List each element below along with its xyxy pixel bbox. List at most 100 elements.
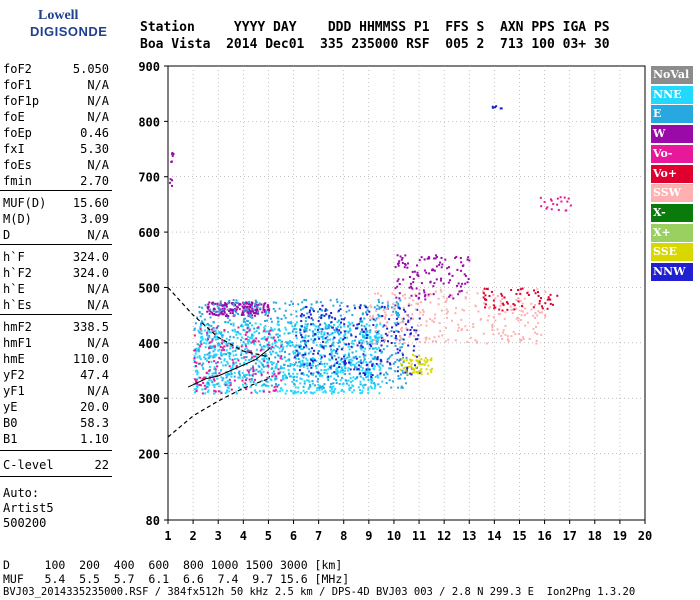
echo-point bbox=[232, 314, 235, 317]
echo-point bbox=[245, 388, 248, 391]
echo-point bbox=[380, 351, 383, 354]
echo-point bbox=[465, 291, 468, 294]
echo-point bbox=[515, 307, 518, 310]
echo-point bbox=[368, 315, 371, 318]
echo-point bbox=[315, 325, 318, 328]
echo-point bbox=[366, 309, 369, 312]
echo-point bbox=[213, 345, 216, 348]
echo-point bbox=[262, 390, 265, 393]
echo-point bbox=[444, 340, 447, 343]
echo-point bbox=[401, 353, 404, 356]
echo-point bbox=[255, 310, 258, 313]
echo-point bbox=[232, 336, 235, 339]
echo-point bbox=[289, 389, 292, 392]
echo-point bbox=[207, 303, 210, 306]
echo-point bbox=[315, 367, 318, 370]
echo-point bbox=[394, 304, 397, 307]
echo-point bbox=[332, 385, 335, 388]
echo-point bbox=[201, 312, 204, 315]
echo-point bbox=[259, 371, 262, 374]
echo-point bbox=[504, 311, 507, 314]
echo-point bbox=[290, 300, 293, 303]
echo-point bbox=[194, 322, 197, 325]
echo-point bbox=[231, 312, 234, 315]
echo-point bbox=[483, 287, 486, 290]
echo-point bbox=[310, 317, 313, 320]
echo-point bbox=[420, 373, 423, 376]
echo-point bbox=[315, 344, 318, 347]
echo-point bbox=[519, 338, 522, 341]
echo-point bbox=[259, 323, 262, 326]
echo-point bbox=[261, 358, 264, 361]
echo-point bbox=[212, 303, 215, 306]
echo-point bbox=[314, 365, 317, 368]
echo-point bbox=[301, 364, 304, 367]
echo-point bbox=[310, 306, 313, 309]
echo-point bbox=[361, 367, 364, 370]
echo-point bbox=[232, 354, 235, 357]
echo-point bbox=[318, 337, 321, 340]
echo-point bbox=[370, 345, 373, 348]
echo-point bbox=[198, 347, 201, 350]
echo-point bbox=[195, 381, 198, 384]
echo-point bbox=[425, 271, 428, 274]
echo-point bbox=[468, 259, 471, 262]
echo-point bbox=[496, 295, 499, 298]
echo-point bbox=[308, 309, 311, 312]
echo-point bbox=[220, 349, 223, 352]
echo-point bbox=[359, 360, 362, 363]
echo-point bbox=[388, 367, 391, 370]
echo-point bbox=[201, 335, 204, 338]
echo-point bbox=[420, 301, 423, 304]
echo-point bbox=[332, 382, 335, 385]
echo-point bbox=[552, 202, 555, 205]
echo-point bbox=[425, 368, 428, 371]
echo-point bbox=[503, 296, 506, 299]
plot-frame bbox=[167, 65, 646, 521]
echo-point bbox=[399, 368, 402, 371]
echo-point bbox=[267, 384, 270, 387]
echo-point bbox=[274, 344, 277, 347]
echo-point bbox=[375, 332, 378, 335]
echo-point bbox=[288, 332, 291, 335]
echo-point bbox=[437, 335, 440, 338]
echo-point bbox=[336, 352, 339, 355]
echo-point bbox=[310, 392, 313, 395]
echo-point bbox=[349, 386, 352, 389]
echo-point bbox=[381, 364, 384, 367]
echo-point bbox=[319, 357, 322, 360]
echo-point bbox=[446, 316, 449, 319]
echo-point bbox=[428, 272, 431, 275]
echo-point bbox=[221, 342, 224, 345]
echo-point bbox=[371, 379, 374, 382]
echo-point bbox=[379, 321, 382, 324]
echo-point bbox=[208, 383, 211, 386]
echo-point bbox=[313, 338, 316, 341]
echo-point bbox=[345, 379, 348, 382]
echo-point bbox=[365, 373, 368, 376]
echo-point bbox=[392, 303, 395, 306]
echo-point bbox=[457, 323, 460, 326]
echo-point bbox=[283, 332, 286, 335]
echo-point bbox=[373, 365, 376, 368]
echo-point bbox=[207, 389, 210, 392]
echo-point bbox=[302, 346, 305, 349]
echo-point bbox=[513, 308, 516, 311]
echo-point bbox=[546, 206, 549, 209]
echo-point bbox=[244, 308, 247, 311]
echo-point bbox=[355, 327, 358, 330]
echo-point bbox=[242, 307, 245, 310]
echo-point bbox=[208, 375, 211, 378]
echo-point bbox=[254, 391, 257, 394]
echo-point bbox=[300, 320, 303, 323]
echo-point bbox=[364, 328, 367, 331]
echo-point bbox=[193, 334, 196, 337]
echo-point bbox=[364, 347, 367, 350]
echo-point bbox=[334, 362, 337, 365]
echo-point bbox=[260, 303, 263, 306]
param-row: hmE 110.0 bbox=[3, 352, 109, 367]
echo-point bbox=[225, 342, 228, 345]
echo-point bbox=[240, 357, 243, 360]
echo-point bbox=[530, 302, 533, 305]
echo-point bbox=[362, 335, 365, 338]
